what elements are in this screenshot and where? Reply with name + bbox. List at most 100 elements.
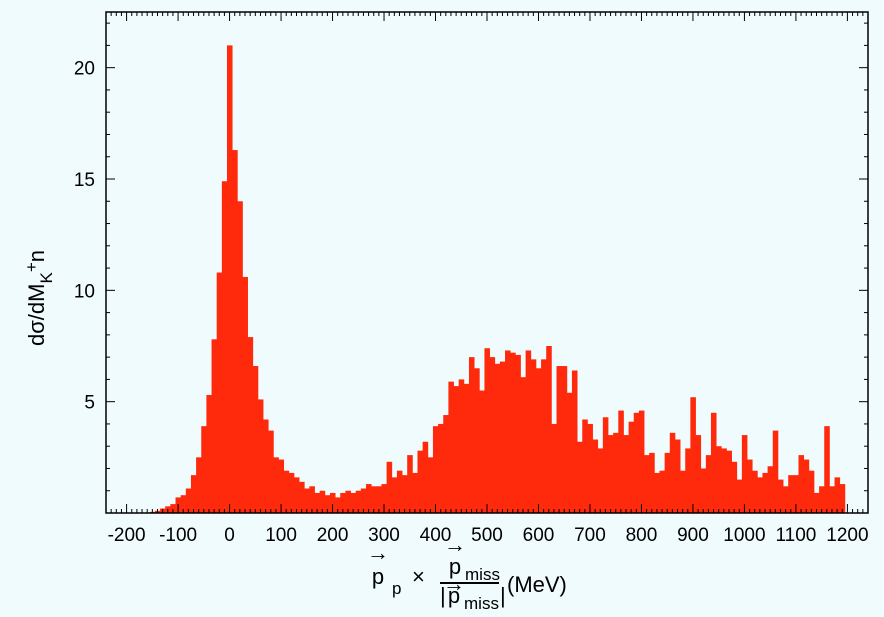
x-tick-label: 300 bbox=[368, 525, 400, 546]
histogram-bar bbox=[185, 488, 192, 513]
histogram-bar bbox=[685, 448, 691, 513]
histogram-bar bbox=[839, 484, 846, 513]
histogram-bar bbox=[474, 368, 480, 513]
y-tick-label: 5 bbox=[84, 393, 95, 414]
histogram-bar bbox=[628, 421, 635, 513]
x-tick-label: -200 bbox=[108, 525, 146, 546]
y-axis-title-sub-after: n bbox=[24, 250, 49, 262]
histogram-bar bbox=[232, 150, 238, 514]
histogram-bar bbox=[819, 486, 825, 513]
histogram-bar bbox=[345, 490, 351, 513]
histogram-bar bbox=[355, 490, 362, 513]
histogram-bar bbox=[314, 492, 321, 513]
x-tick-label: 600 bbox=[523, 525, 555, 546]
histogram-bar bbox=[252, 366, 259, 513]
x-title-unit: (MeV) bbox=[507, 572, 567, 597]
y-tick-label: 15 bbox=[74, 170, 95, 191]
histogram-bar bbox=[690, 397, 696, 513]
x-tick-label: 200 bbox=[317, 525, 349, 546]
histogram-bar bbox=[180, 495, 187, 513]
x-title-times: × bbox=[412, 564, 425, 589]
histogram-bar bbox=[525, 350, 532, 513]
histogram-bar bbox=[808, 470, 815, 513]
plot-frame bbox=[105, 11, 869, 514]
histogram-bar bbox=[391, 477, 398, 513]
histogram-bar bbox=[644, 455, 650, 513]
x-axis-title: → p p × → p miss | → p miss | (MeV) bbox=[367, 532, 567, 613]
histogram-bar bbox=[783, 486, 789, 513]
histogram-bar bbox=[813, 492, 820, 513]
histogram-bar bbox=[551, 423, 557, 513]
histogram-bar bbox=[263, 419, 269, 513]
histogram-bar bbox=[489, 357, 496, 513]
x-title-den-p: p bbox=[448, 583, 460, 608]
histogram-bar bbox=[577, 441, 583, 513]
x-tick-label: 1100 bbox=[775, 525, 816, 546]
histogram-bar bbox=[257, 399, 264, 513]
histogram-bar bbox=[350, 492, 357, 513]
histogram-bar bbox=[752, 470, 758, 513]
y-axis-title-main: dσ/dM bbox=[24, 284, 49, 347]
histogram-bar bbox=[329, 492, 336, 513]
y-tick-label: 10 bbox=[74, 281, 95, 302]
histogram-bar bbox=[721, 448, 727, 513]
histogram-bar bbox=[237, 201, 243, 513]
y-axis-title: dσ/dMK+n bbox=[22, 250, 56, 346]
histogram-bar bbox=[546, 346, 552, 513]
histogram-bar bbox=[376, 486, 382, 513]
histogram-bar bbox=[777, 479, 784, 513]
x-title-den-close: | bbox=[500, 583, 506, 608]
histogram-bar bbox=[561, 366, 568, 513]
histogram-bar bbox=[520, 377, 527, 513]
histogram-bar bbox=[417, 450, 424, 513]
histogram-bar bbox=[288, 472, 295, 513]
histogram-bar bbox=[680, 470, 686, 513]
histogram-bar bbox=[571, 370, 578, 513]
histogram-bar bbox=[726, 450, 732, 513]
histogram-bar bbox=[360, 488, 367, 513]
histogram-bar bbox=[201, 426, 207, 513]
histogram-bar bbox=[211, 339, 218, 513]
histogram-bar bbox=[541, 359, 547, 513]
histogram-bar bbox=[731, 461, 738, 513]
histogram-bar bbox=[607, 435, 614, 513]
histogram-bar bbox=[484, 348, 490, 513]
histogram-bar bbox=[618, 410, 624, 513]
histogram-bar bbox=[710, 412, 717, 513]
histogram-bar bbox=[623, 435, 629, 513]
histogram-bar bbox=[592, 439, 599, 513]
histogram-bar bbox=[510, 352, 516, 513]
histogram-bar bbox=[216, 272, 223, 513]
histogram-bar bbox=[633, 412, 640, 513]
histogram-bar bbox=[309, 486, 315, 513]
x-tick-label: 0 bbox=[224, 525, 235, 546]
histogram-bar bbox=[587, 423, 593, 513]
histogram-bar bbox=[829, 486, 835, 513]
histogram-bar bbox=[412, 472, 418, 513]
histogram-bar bbox=[757, 477, 763, 513]
histogram-bar bbox=[221, 181, 228, 514]
histogram-bar bbox=[170, 504, 176, 513]
x-title-num-sub: miss bbox=[465, 565, 500, 584]
x-tick-label: 800 bbox=[626, 525, 658, 546]
histogram-bar bbox=[793, 475, 799, 513]
histogram-bar bbox=[453, 386, 460, 513]
x-tick-label: 1200 bbox=[826, 525, 868, 546]
histogram-bar bbox=[613, 432, 619, 513]
histogram-bar bbox=[278, 459, 285, 513]
y-tick-labels: 5 10 15 20 bbox=[74, 59, 95, 414]
histogram-bar bbox=[371, 486, 377, 513]
histogram-bar bbox=[340, 492, 346, 513]
histogram-bar bbox=[695, 435, 702, 513]
histogram-bar bbox=[396, 470, 403, 513]
histogram-bar bbox=[505, 350, 511, 513]
x-title-num-arrow: → bbox=[444, 532, 466, 557]
histogram-bar bbox=[324, 495, 331, 513]
histogram-bar bbox=[556, 366, 563, 513]
histogram-bar bbox=[458, 379, 465, 513]
histogram-bar bbox=[834, 477, 841, 513]
histogram-bar bbox=[386, 461, 393, 513]
histogram-bar bbox=[335, 497, 341, 513]
histogram-bar bbox=[494, 363, 501, 513]
histogram-bar bbox=[700, 468, 707, 513]
